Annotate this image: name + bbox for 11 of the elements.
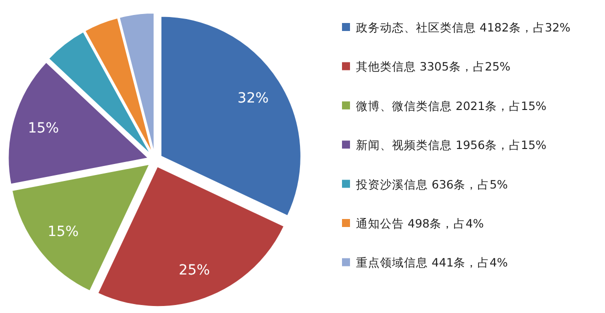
legend-label: 微博、微信类信息 2021条，占15% xyxy=(356,98,547,113)
data-label: 32% xyxy=(238,90,269,107)
data-label: 25% xyxy=(178,262,210,278)
legend-label: 通知公告 498条，占4% xyxy=(356,216,484,230)
legend-label: 新闻、视频类信息 1956条，占15% xyxy=(356,138,547,152)
legend-label: 投资沙溪信息 636条，占5% xyxy=(355,177,508,192)
legend-label: 其他类信息 3305条，占25% xyxy=(356,60,511,74)
data-label: 15% xyxy=(48,224,79,240)
legend-label: 重点领域信息 441条，占4% xyxy=(356,256,508,270)
data-label: 15% xyxy=(28,120,59,137)
legend-label: 政务动态、社区类信息 4182条，占32% xyxy=(356,20,571,34)
